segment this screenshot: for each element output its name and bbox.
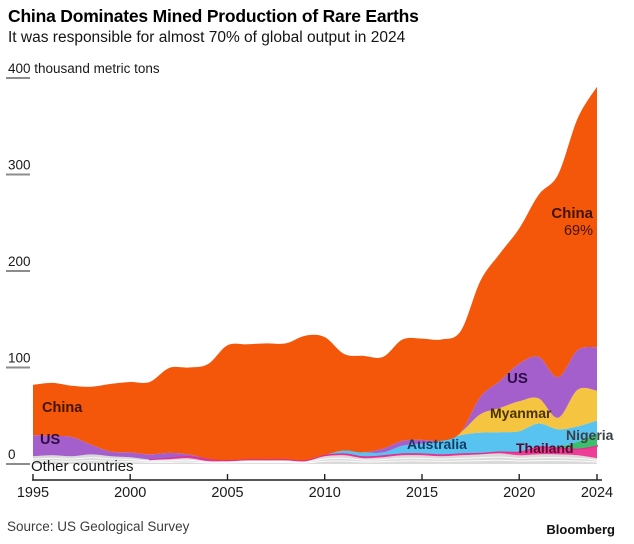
y-tick-label-300: 300 [8,158,31,173]
y-tick-label-400: 400 thousand metric tons [8,61,160,76]
area-myanmar [33,387,597,461]
chart-subtitle: It was responsible for almost 70% of glo… [8,29,406,46]
area-us [33,346,597,461]
chart-title: China Dominates Mined Production of Rare… [8,6,419,26]
y-tick-label-100: 100 [8,351,31,366]
bloomberg-logo: Bloomberg [546,522,615,537]
y-tick-label-0: 0 [8,447,16,462]
x-tick-label-2024: 2024 [581,485,613,501]
source-credit: Source: US Geological Survey [7,519,190,534]
x-tick-label-2015: 2015 [406,485,438,501]
other-strand-1 [32,456,598,463]
y-tick-label-200: 200 [8,254,31,269]
x-tick-label-2010: 2010 [309,485,341,501]
area-australia [33,420,597,461]
x-tick-label-2000: 2000 [114,485,146,501]
area-china [33,86,597,461]
x-tick-label-1995: 1995 [17,485,49,501]
x-tick-label-2005: 2005 [211,485,243,501]
other-strand-0 [32,459,598,464]
x-tick-label-2020: 2020 [503,485,535,501]
